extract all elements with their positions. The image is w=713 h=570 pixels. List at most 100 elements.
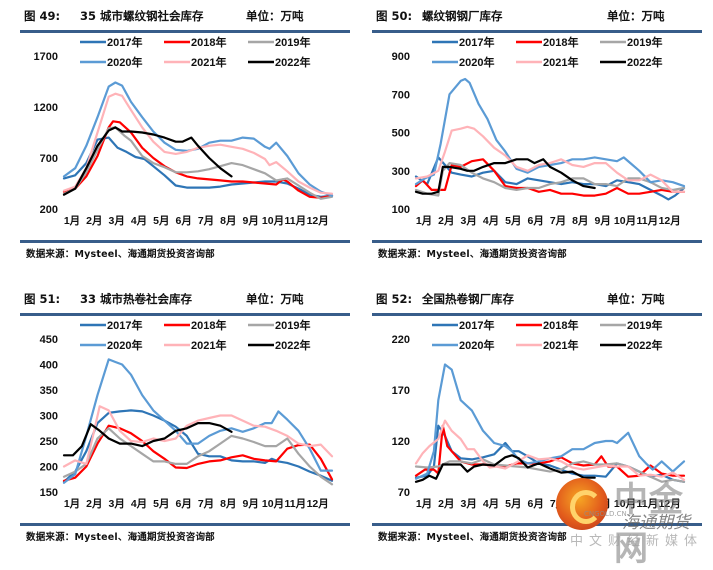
unit-label: 单位：万吨 (607, 9, 665, 23)
legend-item: 2018年 (164, 318, 226, 332)
x-tick-label: 6月 (527, 498, 543, 510)
y-tick-label: 200 (40, 204, 58, 216)
legend-item: 2020年 (432, 338, 494, 352)
legend-item: 2022年 (248, 338, 310, 352)
y-tick-label: 500 (392, 128, 410, 140)
legend-label: 2017年 (107, 35, 142, 49)
x-tick-label: 3月 (460, 498, 476, 510)
legend-item: 2019年 (600, 35, 662, 49)
x-tick-label: 7月 (198, 215, 214, 227)
y-tick-label: 70 (398, 487, 410, 499)
figure-label: 图 49: (24, 9, 61, 23)
chart-panel-fig50: 图 50: 螺纹钢钢厂库存 单位：万吨 100 300 500 700 900 1月 2月 3… (372, 0, 712, 265)
legend-label: 2020年 (107, 55, 142, 69)
legend-item: 2020年 (432, 55, 494, 69)
unit-label: 单位：万吨 (246, 9, 304, 23)
legend-label: 2022年 (627, 55, 662, 69)
x-tick-label: 12月 (659, 215, 681, 227)
x-tick-label: 2月 (438, 215, 454, 227)
legend-item: 2022年 (600, 338, 662, 352)
legend-item: 2020年 (80, 55, 142, 69)
chart-header: 图 51: 33 城市热卷社会库存 单位：万吨 (20, 291, 350, 309)
legend-label: 2021年 (191, 55, 226, 69)
footer-divider (372, 240, 702, 243)
chart-title: 33 城市热卷社会库存 (80, 292, 193, 306)
legend-label: 2020年 (107, 338, 142, 352)
y-tick-label: 250 (40, 436, 58, 448)
x-tick-label: 4月 (131, 215, 147, 227)
legend-label: 2018年 (191, 35, 226, 49)
footer-divider (372, 523, 702, 526)
legend-item: 2021年 (164, 338, 226, 352)
legend-item: 2019年 (248, 35, 310, 49)
unit-label: 单位：万吨 (607, 292, 665, 306)
y-tick-label: 450 (40, 334, 58, 346)
header-divider (372, 313, 702, 316)
series-line-2021 (414, 419, 686, 481)
x-tick-label: 11月 (637, 215, 659, 227)
y-tick-label: 120 (392, 436, 410, 448)
legend-item: 2017年 (432, 35, 494, 49)
x-tick-label: 1月 (416, 215, 432, 227)
x-tick-label: 2月 (438, 498, 454, 510)
y-tick-label: 170 (392, 385, 410, 397)
x-tick-label: 5月 (505, 498, 521, 510)
legend-item: 2021年 (164, 55, 226, 69)
figure-label: 图 50: (376, 9, 413, 23)
legend-label: 2021年 (191, 338, 226, 352)
legend-label: 2019年 (627, 35, 662, 49)
x-tick-label: 6月 (527, 215, 543, 227)
x-tick-label: 4月 (483, 498, 499, 510)
y-tick-label: 300 (40, 411, 58, 423)
source-note: 数据来源：Mysteel、海通期货投资咨询部 (26, 532, 215, 543)
legend-item: 2019年 (600, 318, 662, 332)
x-tick-label: 1月 (64, 498, 80, 510)
series-line-2022 (414, 158, 596, 195)
x-tick-label: 9月 (594, 498, 610, 510)
x-tick-label: 9月 (594, 215, 610, 227)
source-note: 数据来源：Mysteel、海通期货投资咨询部 (26, 249, 215, 260)
series-line-2022 (62, 421, 233, 457)
series-line-2020 (414, 77, 686, 188)
legend: 2017年 2018年 2019年 2020年 2021年 2022年 (432, 318, 662, 352)
y-tick-label: 150 (40, 487, 58, 499)
line-chart: 200 700 1200 1700 1月 2月 3月 4月 5月 6月 7月 8月 9月 10月 11月 12… (34, 35, 334, 227)
x-tick-label: 12月 (307, 215, 329, 227)
legend-item: 2020年 (80, 338, 142, 352)
header-divider (372, 30, 702, 33)
x-tick-label: 4月 (483, 215, 499, 227)
series-line-2018 (62, 120, 334, 199)
series-line-2017 (414, 156, 686, 201)
legend-item: 2018年 (516, 35, 578, 49)
series-line-2021 (62, 92, 334, 195)
legend: 2017年 2018年 2019年 2020年 2021年 2022年 (432, 35, 662, 69)
legend-item: 2018年 (164, 35, 226, 49)
y-tick-label: 700 (40, 153, 58, 165)
y-tick-label: 300 (392, 166, 410, 178)
x-tick-label: 11月 (285, 215, 307, 227)
x-tick-label: 8月 (572, 215, 588, 227)
line-chart: 70 120 170 220 1月 2月 3月 4月 5月 6月 7月 8月 9月 10月 11月 12月 20… (392, 318, 686, 510)
y-tick-label: 220 (392, 334, 410, 346)
x-tick-label: 8月 (572, 498, 588, 510)
x-tick-label: 6月 (175, 498, 191, 510)
legend-label: 2017年 (107, 318, 142, 332)
y-tick-label: 350 (40, 385, 58, 397)
legend-label: 2021年 (543, 338, 578, 352)
legend-item: 2017年 (80, 35, 142, 49)
legend-label: 2021年 (543, 55, 578, 69)
legend-item: 2021年 (516, 338, 578, 352)
series-line-2018 (414, 158, 686, 197)
x-tick-label: 9月 (242, 498, 258, 510)
legend-item: 2017年 (432, 318, 494, 332)
x-tick-label: 5月 (153, 498, 169, 510)
series-line-2020 (62, 358, 334, 484)
chart-panel-fig51: 图 51: 33 城市热卷社会库存 单位：万吨 150 200 250 300 350 4… (20, 283, 360, 548)
x-tick-label: 2月 (86, 215, 102, 227)
x-tick-label: 5月 (153, 215, 169, 227)
legend-item: 2021年 (516, 55, 578, 69)
x-tick-label: 2月 (86, 498, 102, 510)
x-tick-label: 3月 (108, 498, 124, 510)
legend: 2017年 2018年 2019年 2020年 2021年 2022年 (80, 35, 310, 69)
legend-label: 2022年 (627, 338, 662, 352)
